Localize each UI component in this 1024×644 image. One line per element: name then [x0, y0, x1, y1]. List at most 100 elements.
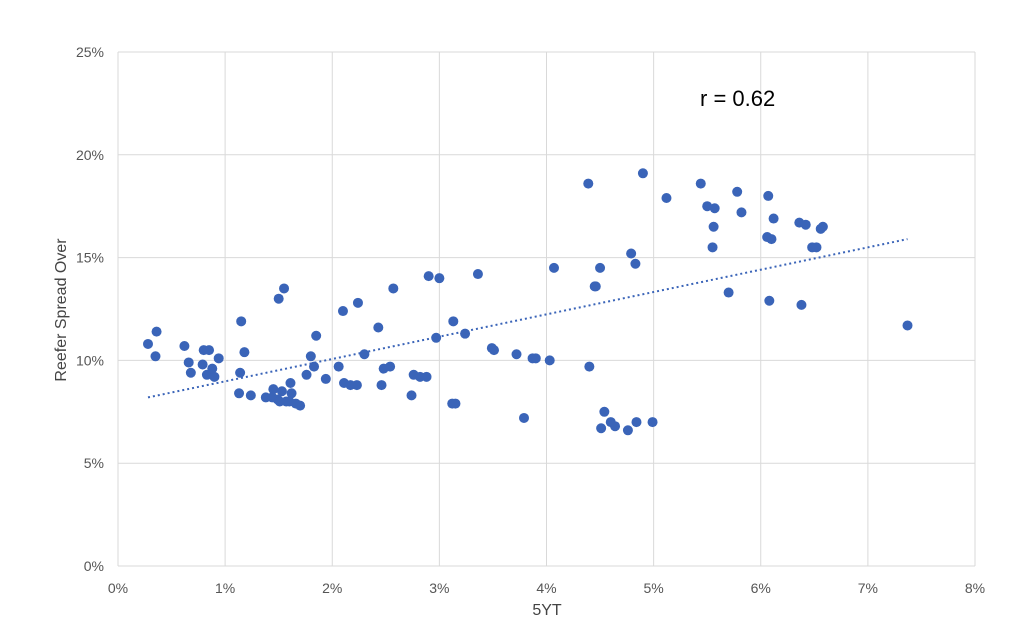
data-point: [763, 190, 774, 201]
data-point: [333, 361, 344, 372]
data-point: [351, 380, 362, 391]
data-point: [207, 363, 218, 374]
data-point: [583, 178, 594, 189]
trendline-layer: [147, 238, 908, 399]
data-point: [279, 283, 290, 294]
data-point: [301, 369, 312, 380]
gridlines: [117, 51, 976, 567]
data-point: [811, 242, 822, 253]
data-point: [285, 378, 296, 389]
data-point: [732, 186, 743, 197]
x-tick-label: 3%: [429, 580, 449, 596]
correlation-annotation: r = 0.62: [700, 86, 775, 111]
data-point: [631, 417, 642, 428]
data-point: [434, 273, 445, 284]
data-point: [311, 330, 322, 341]
data-point: [817, 221, 828, 232]
data-point: [352, 297, 363, 308]
data-point: [647, 417, 658, 428]
data-point: [142, 338, 153, 349]
data-point: [359, 349, 370, 360]
data-point: [209, 371, 220, 382]
data-point: [622, 425, 633, 436]
data-point: [235, 367, 246, 378]
data-point: [630, 258, 641, 269]
data-point: [450, 398, 461, 409]
data-point: [385, 361, 396, 372]
y-tick-label: 25%: [76, 44, 104, 60]
data-point: [596, 423, 607, 434]
y-tick-label: 10%: [76, 352, 104, 368]
data-point: [151, 326, 162, 337]
data-point: [519, 412, 530, 423]
data-point: [702, 201, 713, 212]
data-point: [695, 178, 706, 189]
data-point: [530, 353, 541, 364]
data-point: [286, 388, 297, 399]
data-point: [511, 349, 522, 360]
data-point: [489, 345, 500, 356]
data-point: [185, 367, 196, 378]
x-tick-label: 8%: [965, 580, 985, 596]
data-point: [707, 242, 718, 253]
data-point: [423, 271, 434, 282]
data-point: [590, 281, 601, 292]
data-point: [472, 269, 483, 280]
data-point: [305, 351, 316, 362]
data-point: [766, 234, 777, 245]
data-point: [544, 355, 555, 366]
data-point: [584, 361, 595, 372]
data-point: [661, 192, 672, 203]
x-tick-label: 1%: [215, 580, 235, 596]
data-point: [708, 221, 719, 232]
data-point: [421, 371, 432, 382]
data-point: [276, 386, 287, 397]
data-point: [213, 353, 224, 364]
data-points: [142, 168, 913, 436]
x-tick-label: 7%: [858, 580, 878, 596]
data-point: [448, 316, 459, 327]
data-point: [610, 421, 621, 432]
data-point: [268, 384, 279, 395]
y-tick-label: 5%: [84, 455, 104, 471]
data-point: [320, 373, 331, 384]
x-axis-title: 5YT: [532, 602, 562, 619]
data-point: [239, 347, 250, 358]
trendline: [147, 238, 908, 399]
data-point: [197, 359, 208, 370]
data-point: [373, 322, 384, 333]
data-point: [626, 248, 637, 259]
data-point: [902, 320, 913, 331]
y-tick-labels: 0% 5% 10% 15% 20% 25%: [76, 44, 104, 574]
y-tick-label: 20%: [76, 147, 104, 163]
data-point: [234, 388, 245, 399]
data-point: [376, 380, 387, 391]
x-tick-label: 4%: [536, 580, 556, 596]
data-point: [723, 287, 734, 298]
data-point: [764, 295, 775, 306]
data-point: [548, 262, 559, 273]
y-tick-label: 0%: [84, 558, 104, 574]
data-point: [637, 168, 648, 179]
y-axis-title: Reefer Spread Over: [53, 238, 70, 382]
data-point: [800, 219, 811, 230]
data-point: [337, 306, 348, 317]
data-point: [431, 332, 442, 343]
data-point: [768, 213, 779, 224]
data-point: [709, 203, 720, 214]
data-point: [183, 357, 194, 368]
data-point: [245, 390, 256, 401]
data-point: [295, 400, 306, 411]
data-point: [309, 361, 320, 372]
x-tick-labels: 0% 1% 2% 3% 4% 5% 6% 7% 8%: [108, 580, 985, 596]
data-point: [179, 341, 190, 352]
x-tick-label: 6%: [751, 580, 771, 596]
data-point: [406, 390, 417, 401]
data-point: [599, 406, 610, 417]
y-tick-label: 15%: [76, 250, 104, 266]
data-point: [388, 283, 399, 294]
data-point: [595, 262, 606, 273]
data-point: [150, 351, 161, 362]
x-tick-label: 2%: [322, 580, 342, 596]
